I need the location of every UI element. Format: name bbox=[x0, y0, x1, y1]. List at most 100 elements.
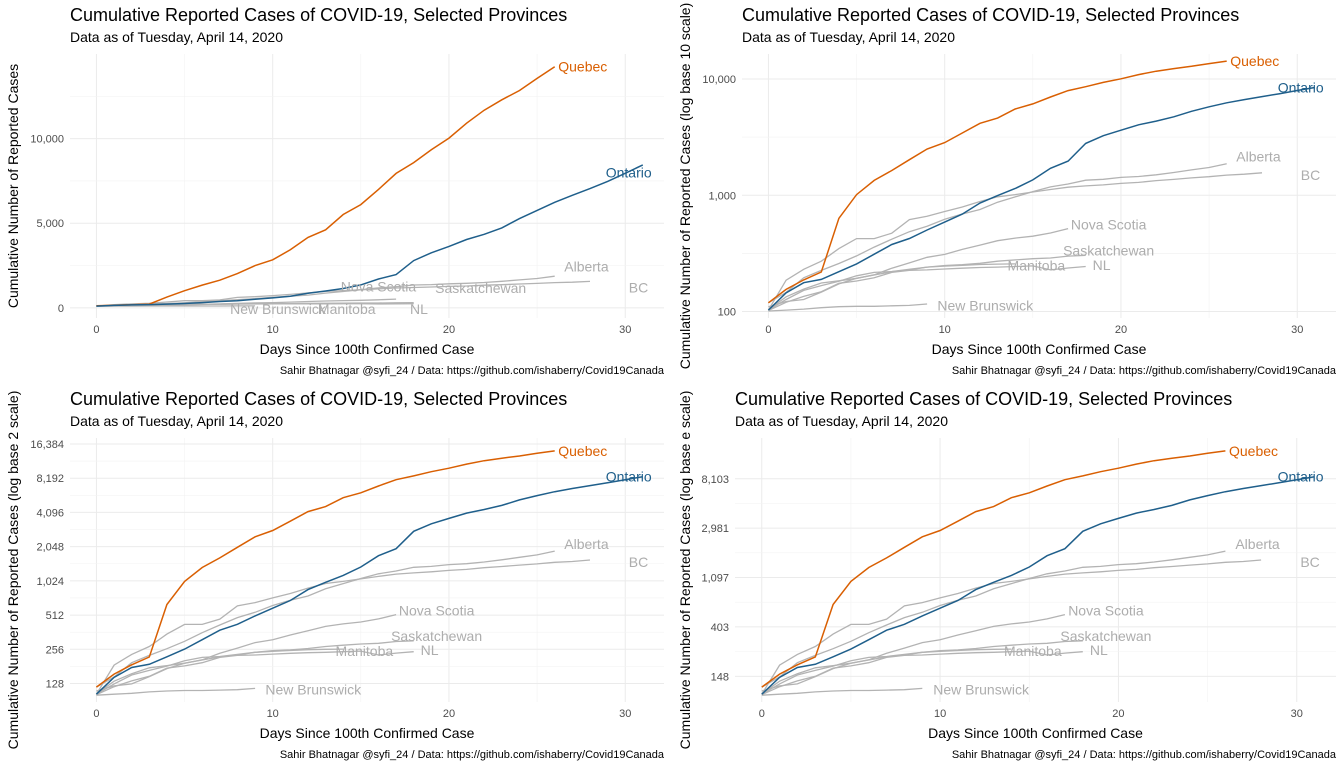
chart-caption: Sahir Bhatnagar @syfi_24 / Data: https:/… bbox=[952, 365, 1337, 377]
chart-title: Cumulative Reported Cases of COVID-19, S… bbox=[70, 389, 567, 409]
y-tick-label: 8,192 bbox=[36, 473, 64, 485]
x-tick-label: 10 bbox=[939, 324, 951, 336]
y-tick-label: 256 bbox=[46, 644, 64, 656]
series-line-manitoba bbox=[768, 263, 1016, 311]
series-line-alberta bbox=[768, 163, 1227, 304]
series-label-nl: NL bbox=[410, 301, 428, 317]
chart-subtitle: Data as of Tuesday, April 14, 2020 bbox=[735, 413, 948, 429]
series-line-bc bbox=[95, 559, 591, 695]
chart-ln: Cumulative Reported Cases of COVID-19, S… bbox=[677, 389, 1337, 761]
y-tick-label: 512 bbox=[46, 610, 64, 622]
y-tick-label: 148 bbox=[711, 671, 729, 683]
series-line-ontario bbox=[761, 475, 1315, 695]
series-label-quebec: Quebec bbox=[558, 443, 607, 459]
series-line-nova-scotia bbox=[96, 613, 397, 692]
grid bbox=[742, 54, 1336, 318]
series-label-manitoba: Manitoba bbox=[1008, 258, 1066, 274]
x-tick-label: 30 bbox=[619, 324, 631, 336]
series-label-nova-scotia: Nova Scotia bbox=[1068, 603, 1144, 619]
x-tick-label: 10 bbox=[934, 708, 946, 720]
y-tick-label: 8,103 bbox=[701, 474, 729, 486]
chart-panel-linear: Cumulative Reported Cases of COVID-19, S… bbox=[0, 0, 672, 384]
series-line-nova-scotia bbox=[768, 227, 1069, 308]
y-tick-label: 5,000 bbox=[36, 218, 64, 230]
chart-log10: Cumulative Reported Cases of COVID-19, S… bbox=[677, 3, 1337, 377]
series-label-manitoba: Manitoba bbox=[318, 301, 376, 317]
series-line-alberta bbox=[96, 550, 555, 688]
y-tick-label: 2,048 bbox=[36, 542, 64, 554]
chart-log2: Cumulative Reported Cases of COVID-19, S… bbox=[5, 389, 665, 761]
y-tick-label: 10,000 bbox=[702, 74, 736, 86]
series-label-alberta: Alberta bbox=[1235, 536, 1280, 552]
chart-caption: Sahir Bhatnagar @syfi_24 / Data: https:/… bbox=[952, 749, 1337, 761]
chart-title: Cumulative Reported Cases of COVID-19, S… bbox=[70, 5, 567, 25]
series-line-quebec bbox=[96, 66, 556, 307]
series-line-new-brunswick bbox=[96, 687, 256, 696]
series-label-bc: BC bbox=[629, 280, 648, 296]
series-line-manitoba bbox=[96, 648, 344, 695]
series-label-nl: NL bbox=[1093, 257, 1111, 273]
grid bbox=[735, 438, 1336, 702]
x-tick-label: 0 bbox=[765, 324, 771, 336]
x-tick-label: 0 bbox=[93, 708, 99, 720]
chart-caption: Sahir Bhatnagar @syfi_24 / Data: https:/… bbox=[280, 365, 665, 377]
series-line-ontario bbox=[767, 86, 1315, 311]
x-tick-label: 20 bbox=[1115, 324, 1127, 336]
x-tick-label: 30 bbox=[1291, 324, 1303, 336]
series-label-saskatchewan: Saskatchewan bbox=[435, 280, 526, 296]
x-axis-label: Days Since 100th Confirmed Case bbox=[932, 341, 1147, 357]
grid bbox=[70, 54, 664, 318]
chart-caption: Sahir Bhatnagar @syfi_24 / Data: https:/… bbox=[280, 749, 665, 761]
y-tick-label: 16,384 bbox=[30, 439, 64, 451]
series-label-ontario: Ontario bbox=[1278, 469, 1324, 485]
series-label-nova-scotia: Nova Scotia bbox=[1071, 217, 1147, 233]
y-tick-label: 0 bbox=[58, 303, 64, 315]
series-label-bc: BC bbox=[1300, 554, 1319, 570]
y-axis-label: Cumulative Number of Reported Cases bbox=[5, 64, 21, 308]
y-tick-label: 100 bbox=[718, 307, 736, 319]
chart-linear: Cumulative Reported Cases of COVID-19, S… bbox=[5, 5, 665, 377]
chart-subtitle: Data as of Tuesday, April 14, 2020 bbox=[70, 29, 283, 45]
series-label-bc: BC bbox=[629, 554, 648, 570]
chart-title: Cumulative Reported Cases of COVID-19, S… bbox=[735, 389, 1232, 409]
series-line-ontario bbox=[95, 475, 643, 695]
y-tick-label: 1,000 bbox=[708, 190, 736, 202]
y-tick-label: 1,097 bbox=[701, 572, 729, 584]
series-label-new-brunswick: New Brunswick bbox=[265, 682, 362, 698]
y-tick-label: 10,000 bbox=[30, 134, 64, 146]
x-axis-label: Days Since 100th Confirmed Case bbox=[260, 725, 475, 741]
series-label-bc: BC bbox=[1301, 167, 1320, 183]
series-line-nl bbox=[761, 650, 1083, 696]
series-label-ontario: Ontario bbox=[1278, 80, 1324, 96]
series-line-quebec bbox=[767, 60, 1227, 304]
series-label-saskatchewan: Saskatchewan bbox=[1063, 242, 1154, 258]
x-tick-label: 0 bbox=[759, 708, 765, 720]
x-axis-label: Days Since 100th Confirmed Case bbox=[928, 725, 1143, 741]
series-label-nl: NL bbox=[421, 642, 439, 658]
series-label-quebec: Quebec bbox=[1230, 53, 1279, 69]
series-label-nova-scotia: Nova Scotia bbox=[341, 279, 417, 295]
series-line-quebec bbox=[761, 450, 1226, 688]
series-label-saskatchewan: Saskatchewan bbox=[391, 628, 482, 644]
x-tick-label: 30 bbox=[619, 708, 631, 720]
y-tick-label: 4,096 bbox=[36, 507, 64, 519]
chart-subtitle: Data as of Tuesday, April 14, 2020 bbox=[742, 29, 955, 45]
y-tick-label: 1,024 bbox=[36, 576, 64, 588]
chart-panel-ln: Cumulative Reported Cases of COVID-19, S… bbox=[672, 384, 1344, 768]
series-label-manitoba: Manitoba bbox=[336, 643, 394, 659]
series-line-bc bbox=[761, 559, 1262, 695]
series-line-manitoba bbox=[761, 648, 1012, 695]
series-line-quebec bbox=[95, 450, 555, 688]
series-label-new-brunswick: New Brunswick bbox=[933, 682, 1030, 698]
series-label-nl: NL bbox=[1090, 642, 1108, 658]
series-label-ontario: Ontario bbox=[606, 164, 652, 180]
series-label-new-brunswick: New Brunswick bbox=[937, 297, 1034, 313]
series-label-saskatchewan: Saskatchewan bbox=[1060, 628, 1151, 644]
x-axis-label: Days Since 100th Confirmed Case bbox=[260, 341, 475, 357]
series-label-quebec: Quebec bbox=[1229, 443, 1278, 459]
x-tick-label: 10 bbox=[267, 324, 279, 336]
chart-panel-log10: Cumulative Reported Cases of COVID-19, S… bbox=[672, 0, 1344, 384]
y-tick-label: 403 bbox=[711, 622, 729, 634]
series-line-nova-scotia bbox=[761, 613, 1066, 692]
series-label-ontario: Ontario bbox=[606, 469, 652, 485]
